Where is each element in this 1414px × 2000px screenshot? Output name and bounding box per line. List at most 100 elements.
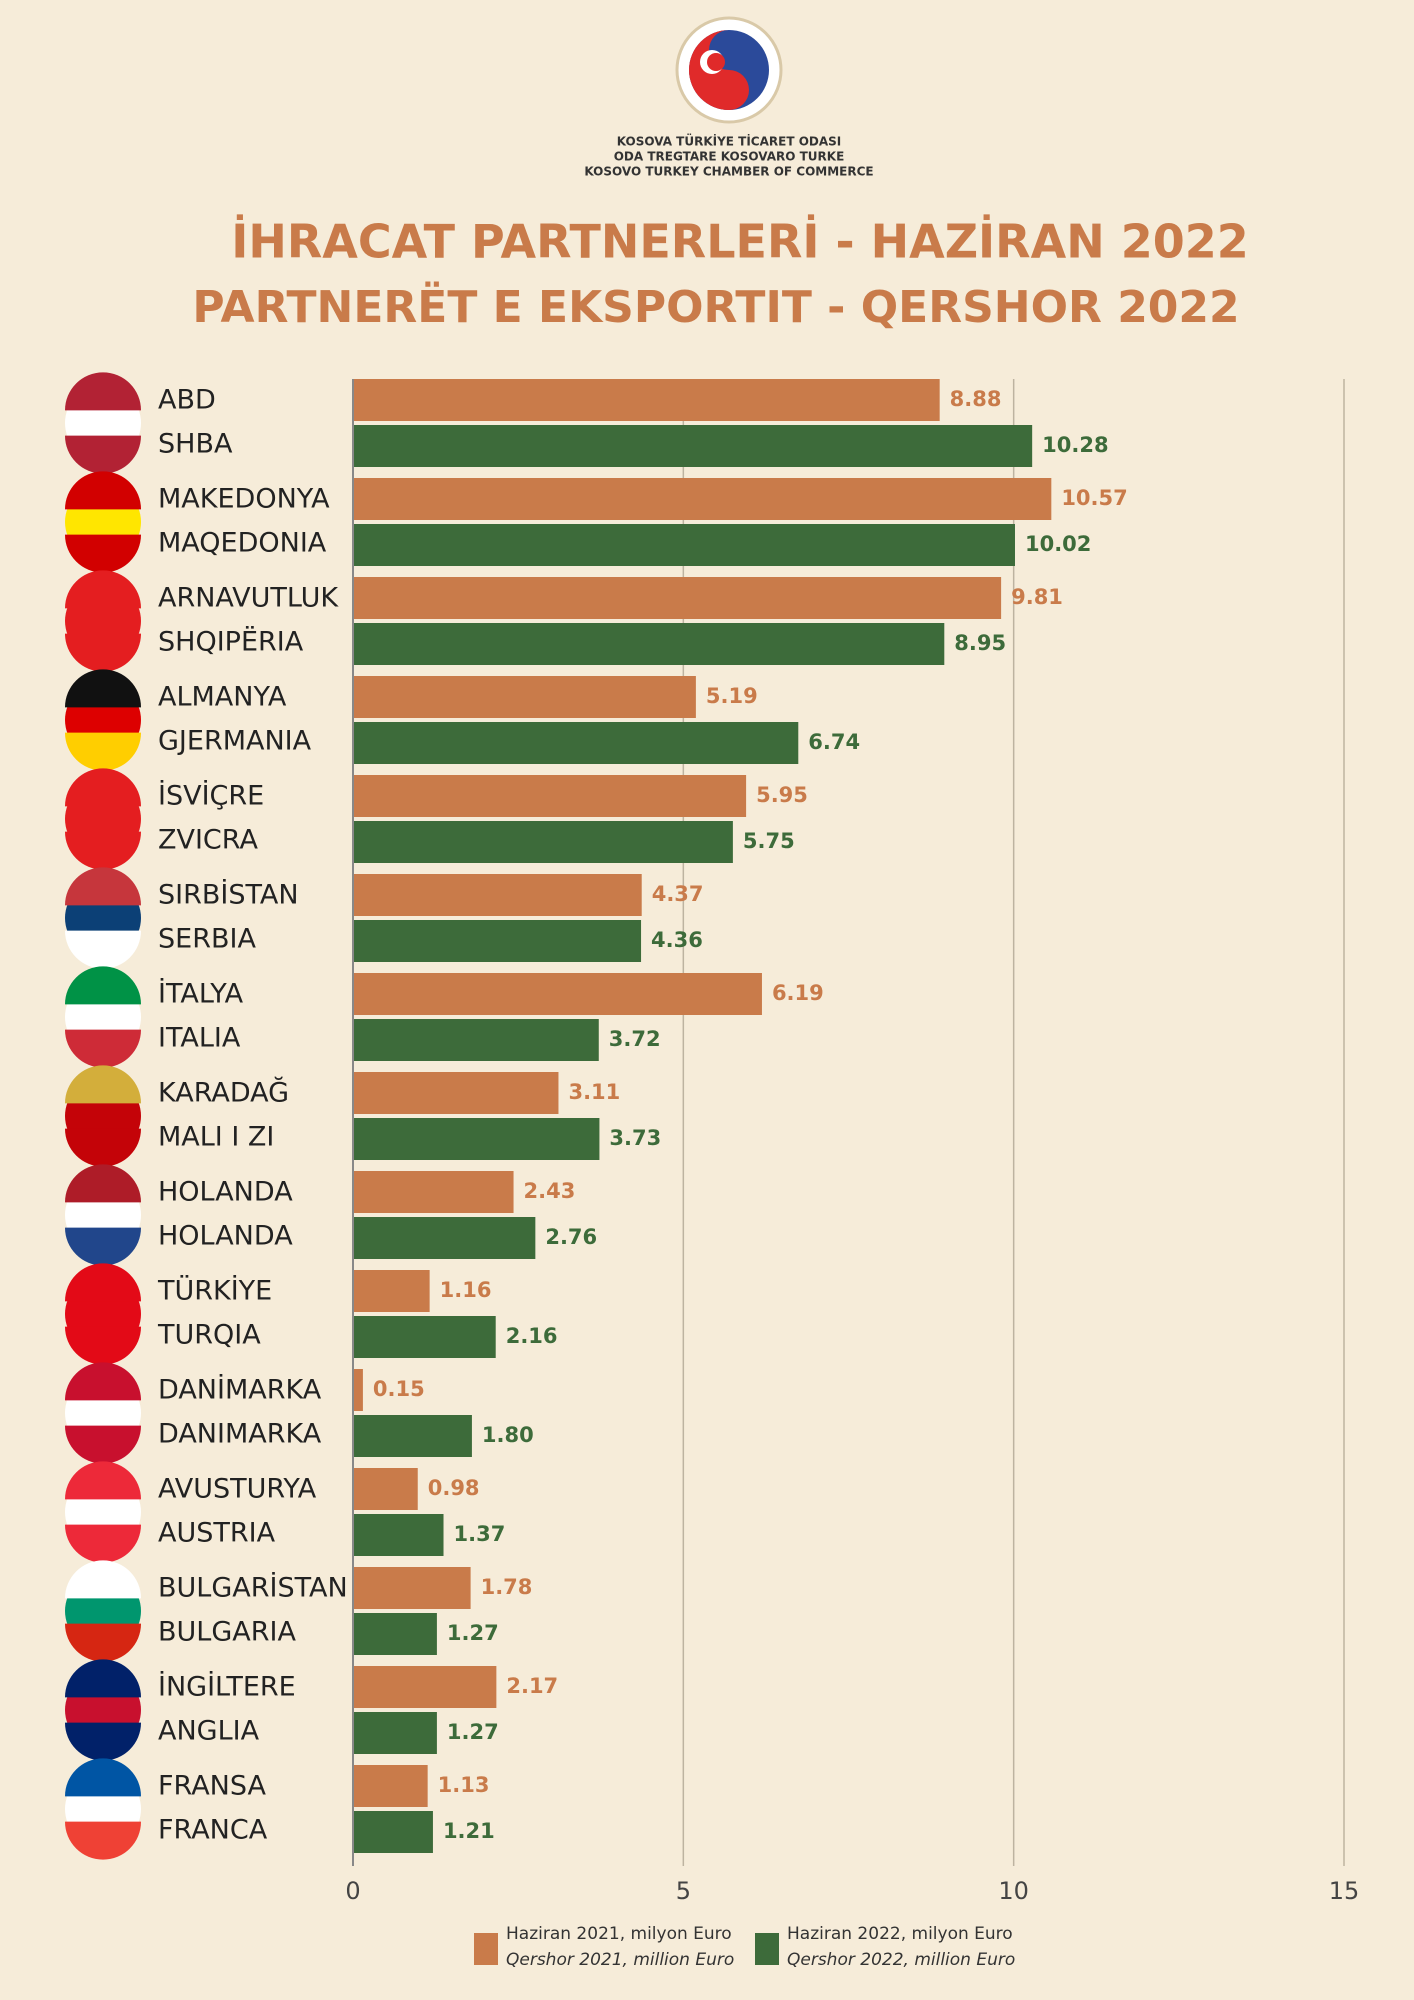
bar [353,1118,600,1160]
bar [353,1765,428,1807]
category-label: İNGİLTERE [158,1671,296,1703]
category-label: SHBA [158,429,233,460]
chart-subtitle: PARTNERËT E EKSPORTIT - QERSHOR 2022 [192,280,1239,333]
legend-label: Haziran 2022, milyon Euro [787,1924,1013,1944]
category-label: DANİMARKA [158,1374,322,1406]
category-label: MAKEDONYA [158,484,330,515]
flag [65,669,141,771]
bar [353,379,940,421]
flag-part [65,1263,141,1302]
category-label: MAQEDONIA [158,528,327,559]
value-label: 1.80 [482,1423,534,1447]
category-label: İSVİÇRE [158,780,264,812]
value-label: 1.21 [443,1819,495,1843]
bar [353,1270,430,1312]
value-label: 1.37 [454,1522,506,1546]
flag-part [65,1326,141,1365]
category-label: TÜRKİYE [157,1275,272,1307]
legend-label: Haziran 2021, milyon Euro [506,1924,732,1944]
value-label: 4.37 [652,882,704,906]
value-label: 1.27 [447,1720,499,1744]
flag-part [65,435,141,474]
category-label: ZVICRA [158,825,258,856]
flag-part [65,1227,141,1266]
flag-part [65,1029,141,1068]
flag [65,1164,141,1266]
value-label: 0.98 [428,1476,480,1500]
flag-part [65,1659,141,1698]
category-label: DANIMARKA [158,1419,322,1450]
x-tick-label: 15 [1329,1877,1360,1905]
flag-part [65,966,141,1005]
flag-part [65,768,141,807]
bar [353,1316,496,1358]
bar [353,1171,514,1213]
flag-part [65,1623,141,1662]
flag-part [65,930,141,969]
value-label: 5.75 [743,829,795,853]
value-label: 3.73 [609,1126,661,1150]
category-label: GJERMANIA [158,726,312,757]
flag [65,372,141,474]
bar [353,577,1002,619]
flag-part [65,471,141,510]
value-label: 2.17 [506,1674,558,1698]
flag [65,1461,141,1563]
category-label: HOLANDA [158,1177,293,1208]
category-label: MALI I ZI [158,1122,274,1153]
bar [353,524,1015,566]
bar [353,1468,418,1510]
flag [65,867,141,969]
flag [65,966,141,1068]
category-label: ITALIA [158,1023,241,1054]
flag [65,1758,141,1860]
bar [353,1019,599,1061]
value-label: 9.81 [1011,585,1063,609]
category-label: AVUSTURYA [158,1474,317,1505]
flag-part [65,1128,141,1167]
bar [353,1217,536,1259]
value-label: 2.76 [545,1225,597,1249]
flag-part [65,1065,141,1104]
value-label: 1.13 [438,1773,490,1797]
flag-part [65,633,141,672]
category-label: SIRBİSTAN [158,879,299,911]
value-label: 8.88 [950,387,1002,411]
flag [65,768,141,870]
value-label: 6.74 [808,730,860,754]
category-label: ARNAVUTLUK [158,583,339,614]
x-tick-label: 0 [345,1877,360,1905]
value-label: 2.43 [524,1179,576,1203]
bar [353,676,696,718]
flag-part [65,1524,141,1563]
bar [353,1712,437,1754]
flag-part [65,1722,141,1761]
value-label: 0.15 [373,1377,425,1401]
flag [65,1065,141,1167]
category-label: HOLANDA [158,1221,293,1252]
bar [353,1567,471,1609]
logo [675,16,783,124]
category-label: İTALYA [158,978,244,1010]
flag-part [65,570,141,609]
flag [65,1659,141,1761]
legend-label: Qershor 2021, million Euro [506,1950,734,1970]
bar [353,775,747,817]
category-label: ABD [158,385,216,416]
value-label: 8.95 [954,631,1006,655]
category-label: SHQIPËRIA [158,626,304,658]
bar [353,478,1052,520]
flag-part [65,732,141,771]
flag [65,1560,141,1662]
value-label: 1.78 [481,1575,533,1599]
category-label: KARADAĞ [158,1077,289,1109]
flag [65,570,141,672]
bar [353,722,799,764]
category-label: FRANCA [158,1815,268,1846]
value-label: 1.16 [440,1278,492,1302]
bar [353,920,642,962]
bar [353,1666,497,1708]
category-label: ALMANYA [158,682,287,713]
x-tick-label: 10 [998,1877,1029,1905]
